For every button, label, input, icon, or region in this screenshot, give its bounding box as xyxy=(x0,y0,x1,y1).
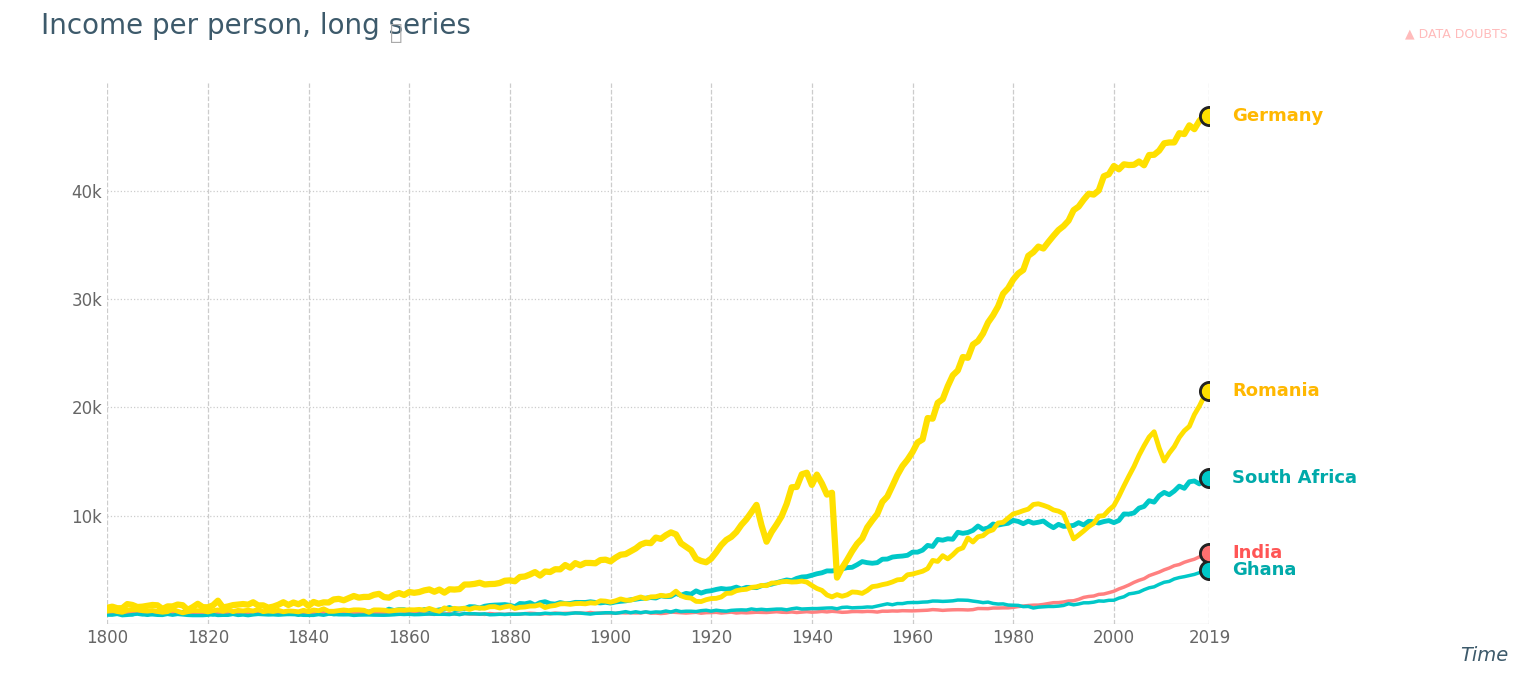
Point xyxy=(1197,548,1222,559)
Text: Romania: Romania xyxy=(1232,383,1320,401)
Text: South Africa: South Africa xyxy=(1232,468,1358,486)
Point xyxy=(1197,564,1222,575)
Point xyxy=(1197,386,1222,397)
Point xyxy=(1197,564,1222,575)
Point xyxy=(1197,548,1222,559)
Point xyxy=(1197,386,1222,397)
Text: Income per person, long series: Income per person, long series xyxy=(41,12,472,40)
Text: Time: Time xyxy=(1459,647,1508,665)
Text: Germany: Germany xyxy=(1232,107,1324,125)
Point xyxy=(1197,472,1222,483)
Text: ▲ DATA DOUBTS: ▲ DATA DOUBTS xyxy=(1405,28,1508,41)
Point xyxy=(1197,472,1222,483)
Text: ⓘ: ⓘ xyxy=(390,23,403,43)
Text: India: India xyxy=(1232,545,1283,563)
Text: Ghana: Ghana xyxy=(1232,561,1297,579)
Point xyxy=(1197,110,1222,121)
Point xyxy=(1197,110,1222,121)
